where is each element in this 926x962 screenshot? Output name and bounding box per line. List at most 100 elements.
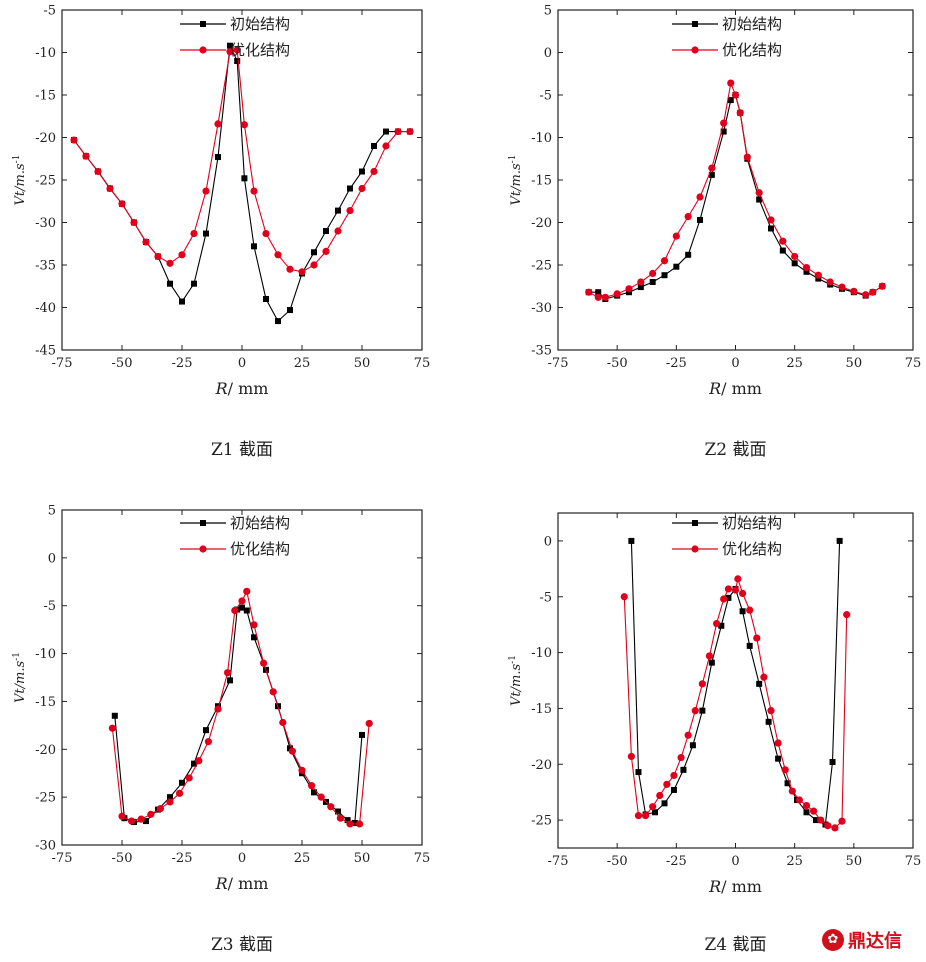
y-tick-label: -45: [35, 344, 56, 359]
data-point-circle: [147, 810, 155, 818]
x-axis-label-symbol: R: [708, 877, 721, 896]
data-point-square: [727, 97, 734, 104]
y-tick-label: -15: [35, 695, 56, 710]
data-point-circle: [240, 121, 248, 129]
data-point-square: [697, 216, 703, 223]
data-point-circle: [736, 109, 744, 117]
data-point-circle: [358, 184, 366, 193]
y-tick-label: -25: [531, 259, 552, 274]
data-point-square: [191, 280, 197, 287]
data-point-circle: [243, 587, 251, 595]
data-point-circle: [185, 774, 193, 782]
data-point-square: [287, 307, 293, 314]
data-point-square: [179, 779, 185, 786]
data-point-square: [670, 786, 677, 793]
data-point-circle: [698, 680, 706, 688]
legend-label: 优化结构: [230, 41, 290, 59]
data-point-square: [595, 289, 602, 296]
series-line: [588, 81, 883, 298]
legend-label: 初始结构: [230, 514, 290, 532]
data-point-circle: [795, 796, 804, 804]
data-point-circle: [663, 780, 671, 788]
data-point-circle: [708, 164, 716, 172]
x-tick-label: -25: [666, 356, 687, 371]
legend-label: 优化结构: [230, 540, 290, 558]
x-tick-label: 25: [786, 854, 803, 869]
data-point-circle: [231, 606, 239, 615]
y-tick-label: -25: [531, 814, 552, 829]
data-point-square: [756, 196, 763, 203]
x-tick-label: 50: [846, 356, 863, 371]
series-line: [73, 43, 410, 322]
data-point-square: [836, 537, 843, 544]
x-tick-label: 25: [294, 851, 311, 866]
data-point-square: [720, 128, 727, 135]
data-point-circle: [346, 820, 354, 828]
y-tick-label: -10: [35, 647, 56, 662]
data-point-square: [167, 794, 173, 801]
panel-caption: Z4 截面: [704, 935, 766, 955]
data-point-square: [652, 809, 659, 816]
data-point-circle: [269, 688, 277, 696]
data-point-circle: [779, 237, 787, 245]
y-tick-label: -10: [35, 46, 56, 61]
data-point-circle: [176, 789, 184, 797]
data-point-circle: [791, 252, 799, 261]
data-point-circle: [731, 91, 740, 99]
data-point-square: [756, 680, 763, 687]
data-point-circle: [190, 229, 198, 238]
data-point-square: [779, 247, 786, 254]
panel-caption: Z3 截面: [211, 935, 273, 955]
data-point-circle: [70, 136, 78, 144]
data-point-circle: [317, 793, 325, 801]
x-tick-label: -50: [607, 854, 628, 869]
x-tick-label: 50: [354, 851, 371, 866]
data-point-circle: [238, 597, 246, 605]
data-point-square: [628, 537, 635, 544]
data-point-circle: [720, 119, 728, 127]
data-point-square: [718, 622, 725, 629]
panel-caption: Z2 截面: [704, 440, 766, 460]
x-tick-label: -75: [548, 356, 569, 371]
data-point-square: [803, 268, 810, 275]
data-point-circle: [802, 801, 811, 810]
data-point-square: [203, 230, 209, 237]
data-point-circle: [118, 812, 126, 820]
y-axis-label-exponent: -1: [12, 155, 22, 164]
data-point-circle: [94, 167, 102, 176]
y-axis-label-exponent: -1: [508, 655, 518, 664]
data-point-square: [323, 228, 329, 234]
x-tick-label: -25: [172, 851, 193, 866]
y-tick-label: -5: [539, 89, 552, 104]
y-tick-label: -20: [35, 131, 56, 146]
data-point-square: [251, 634, 257, 641]
y-axis-label-unit: /m.s: [13, 163, 28, 193]
data-point-square: [725, 594, 732, 601]
y-tick-label: -5: [43, 4, 56, 19]
y-axis-label-unit: /m.s: [13, 660, 28, 690]
data-point-circle: [214, 120, 222, 128]
data-point-square: [661, 800, 668, 807]
data-point-square: [765, 718, 772, 725]
y-axis-label: Vt/m.s-1: [508, 655, 524, 706]
legend-marker-circle: [199, 545, 207, 553]
data-point-circle: [288, 747, 296, 755]
data-point-circle: [166, 798, 174, 806]
data-point-circle: [202, 187, 210, 195]
data-point-circle: [406, 127, 414, 136]
data-point-square: [243, 607, 250, 614]
series-1: [111, 604, 365, 826]
series-line: [114, 606, 363, 824]
data-point-circle: [585, 288, 593, 296]
series-line: [73, 49, 410, 273]
data-point-square: [344, 817, 351, 824]
data-point-circle: [356, 820, 364, 828]
y-tick-label: 5: [48, 504, 56, 519]
data-point-circle: [677, 753, 685, 762]
chart-panel-1: -75 -50 -25 0 25 50 75 -45 -40 -35 -30 -25 -20 -15 -10…: [12, 4, 430, 461]
data-point-circle: [137, 815, 145, 823]
y-axis-label-unit: /m.s: [509, 663, 524, 693]
data-point-circle: [224, 669, 232, 677]
data-point-circle: [346, 207, 354, 215]
